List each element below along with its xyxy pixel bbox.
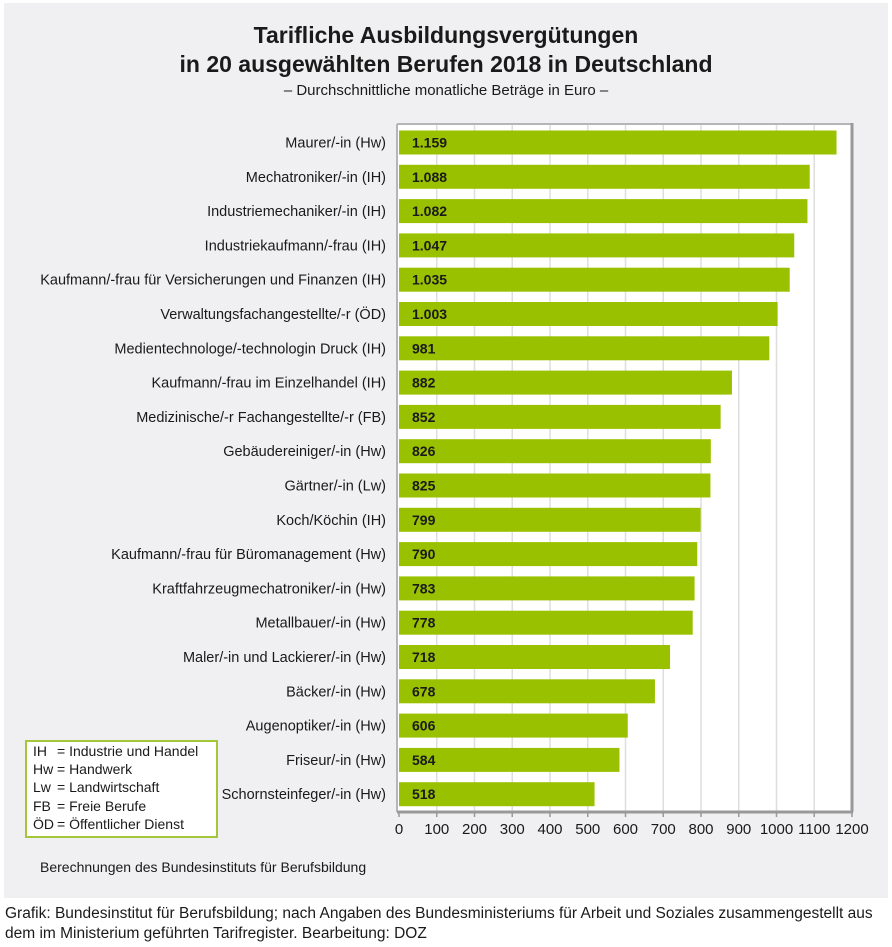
- legend-entry: Lw = Landwirtschaft: [27, 778, 216, 796]
- legend-abbr: IH: [33, 743, 47, 759]
- bar-value-label: 1.088: [412, 169, 447, 185]
- bar: [399, 267, 790, 292]
- legend-entry: Hw = Handwerk: [27, 760, 216, 778]
- legend-entry: IH = Industrie und Handel: [27, 742, 216, 760]
- bar: [399, 439, 711, 464]
- x-tick-label: 800: [688, 821, 713, 838]
- category-label: Kaufmann/-frau für Büromanagement (Hw): [111, 547, 386, 563]
- category-label: Industriekaufmann/-frau (IH): [205, 238, 386, 254]
- category-label: Maler/-in und Lackierer/-in (Hw): [183, 650, 386, 666]
- bar: [399, 782, 595, 807]
- bar-value-label: 882: [412, 375, 436, 391]
- bar: [399, 302, 778, 326]
- x-tick-label: 1200: [835, 821, 868, 838]
- bar-value-label: 790: [412, 546, 436, 562]
- x-tick-label: 400: [537, 821, 562, 838]
- x-tick-label: 700: [651, 821, 676, 838]
- category-label: Metallbauer/-in (Hw): [255, 616, 386, 632]
- category-label: Kaufmann/-frau im Einzelhandel (IH): [151, 376, 386, 392]
- bar-value-label: 584: [412, 752, 436, 768]
- category-label: Koch/Köchin (IH): [276, 513, 386, 529]
- legend-abbr: Lw: [33, 779, 51, 796]
- x-tick-label: 1100: [798, 821, 830, 838]
- plot-area: [397, 124, 852, 812]
- bar: [399, 130, 837, 155]
- bar: [399, 164, 810, 189]
- bar-value-label: 1.082: [412, 203, 447, 219]
- bar: [399, 473, 711, 498]
- x-tick-label: 900: [726, 821, 751, 838]
- chart-title-line-1: Tarifliche Ausbildungsvergütungen: [253, 22, 639, 48]
- bar-value-label: 778: [412, 615, 436, 631]
- bar: [399, 645, 671, 669]
- image-caption: Grafik: Bundesinstitut für Berufsbildung…: [5, 905, 873, 942]
- legend-text: = Industrie und Handel: [57, 743, 199, 759]
- bar: [399, 610, 693, 635]
- category-label: Schornsteinfeger/-in (Hw): [222, 787, 386, 803]
- category-label: Gärtner/-in (Lw): [284, 479, 386, 495]
- bar-value-label: 799: [412, 512, 436, 528]
- bar: [399, 747, 620, 772]
- bar-value-label: 606: [412, 718, 436, 734]
- bar: [399, 679, 655, 704]
- legend-abbr: ÖD: [33, 815, 54, 832]
- x-tick-label: 1000: [760, 821, 793, 838]
- legend-text: = Handwerk: [57, 761, 133, 778]
- bar-value-label: 1.159: [412, 135, 447, 151]
- bar-value-label: 981: [412, 340, 436, 356]
- bar-value-label: 852: [412, 409, 436, 425]
- chart-subtitle: – Durchschnittliche monatliche Beträge i…: [283, 82, 609, 99]
- bar-value-label: 1.047: [412, 237, 447, 253]
- x-tick-label: 0: [395, 821, 403, 838]
- legend-text: = Öffentlicher Dienst: [57, 815, 184, 832]
- x-tick-label: 600: [613, 821, 638, 838]
- category-label: Industriemechaniker/-in (IH): [207, 204, 386, 220]
- chart-title-line-2: in 20 ausgewählten Berufen 2018 in Deuts…: [179, 51, 713, 77]
- bar: [399, 713, 628, 738]
- x-tick-label: 300: [500, 821, 525, 838]
- bar: [399, 576, 695, 601]
- legend: IH = Industrie und Handel Hw = Handwerk Lw…: [25, 740, 218, 838]
- bar: [399, 199, 808, 224]
- category-label: Kaufmann/-frau für Versicherungen und Fi…: [40, 273, 386, 289]
- legend-text: = Landwirtschaft: [57, 779, 160, 796]
- category-label: Augenoptiker/-in (Hw): [246, 719, 386, 735]
- x-tick-label: 500: [575, 821, 600, 838]
- bar-value-label: 1.035: [412, 272, 447, 288]
- x-tick-label: 200: [462, 821, 487, 838]
- bar: [399, 542, 698, 567]
- category-label: Gebäudereiniger/-in (Hw): [223, 444, 386, 460]
- bar: [399, 336, 770, 361]
- bar-value-label: 678: [412, 683, 436, 699]
- legend-text: = Freie Berufe: [57, 797, 147, 814]
- category-label: Mechatroniker/-in (IH): [246, 170, 386, 186]
- category-label: Medizinische/-r Fachangestellte/-r (FB): [136, 410, 386, 426]
- bar: [399, 370, 732, 395]
- category-label: Bäcker/-in (Hw): [286, 684, 386, 700]
- x-tick-label: 100: [424, 821, 449, 838]
- bar-value-label: 518: [412, 786, 436, 802]
- category-label: Medientechnologe/-technologin Druck (IH): [114, 341, 386, 357]
- bar-value-label: 1.003: [412, 306, 447, 322]
- bar-value-label: 783: [412, 580, 436, 596]
- category-label: Friseur/-in (Hw): [286, 753, 386, 769]
- legend-entry: ÖD = Öffentlicher Dienst: [27, 815, 216, 833]
- legend-abbr: FB: [33, 797, 51, 814]
- bar: [399, 404, 721, 429]
- legend-abbr: Hw: [33, 761, 54, 778]
- legend-entry: FB = Freie Berufe: [27, 797, 216, 815]
- bar-value-label: 825: [412, 478, 436, 494]
- category-label: Verwaltungsfachangestellte/-r (ÖD): [160, 305, 386, 323]
- bar: [399, 233, 795, 258]
- bar-value-label: 718: [412, 649, 436, 665]
- category-label: Maurer/-in (Hw): [285, 136, 386, 152]
- category-label: Kraftfahrzeugmechatroniker/-in (Hw): [152, 581, 386, 597]
- bar-value-label: 826: [412, 443, 436, 459]
- bar: [399, 507, 701, 532]
- source-note: Berechnungen des Bundesinstituts für Ber…: [40, 859, 367, 875]
